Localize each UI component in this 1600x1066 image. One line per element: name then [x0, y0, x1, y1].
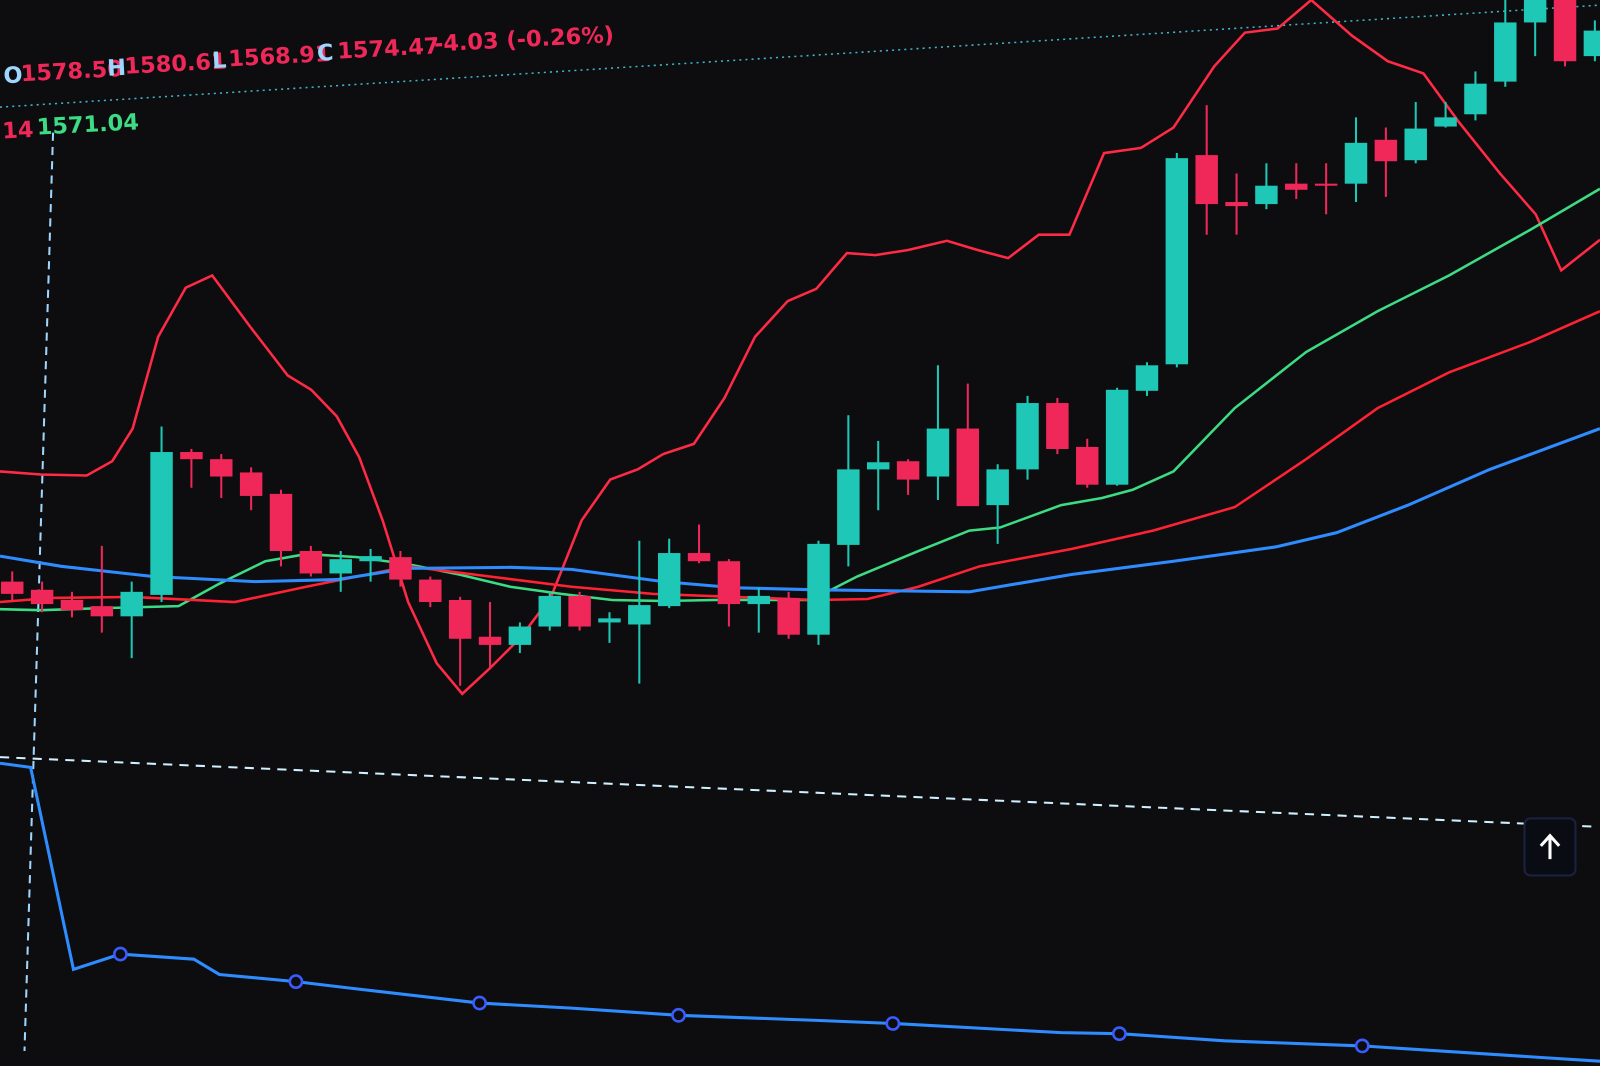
candle-body — [628, 605, 651, 625]
candle-body — [269, 493, 293, 552]
candle-body — [1225, 202, 1248, 207]
candle-body — [180, 452, 203, 460]
candle-body — [1523, 0, 1547, 23]
candle-body — [747, 595, 770, 605]
candle-body — [1314, 183, 1338, 186]
open-value: 1578.50 — [20, 56, 123, 87]
candles — [1, 0, 1600, 686]
candle-body — [1, 581, 24, 594]
candle-body — [777, 597, 800, 635]
upper-band — [0, 0, 1600, 696]
indicator-point — [885, 1016, 901, 1031]
candle-body — [1195, 155, 1218, 205]
candle-body — [1344, 142, 1368, 184]
candle-body — [299, 551, 323, 574]
candle-body — [210, 459, 233, 477]
candle-body — [1494, 22, 1517, 82]
candle-body — [1105, 389, 1129, 485]
candle-body — [30, 589, 54, 605]
indicator-point — [1111, 1026, 1127, 1042]
crosshair-price: 1571.04 — [36, 109, 139, 140]
candle-body — [389, 557, 412, 580]
candle-body — [359, 556, 382, 562]
close-value: 1574.47 — [337, 33, 440, 64]
candle-body — [1135, 365, 1159, 391]
candle-body — [1583, 30, 1600, 57]
open-label: O — [3, 62, 23, 89]
high-value: 1580.61 — [124, 48, 227, 79]
candle-body — [1553, 0, 1577, 62]
candle-body — [538, 595, 561, 627]
indicator-point — [472, 995, 487, 1011]
period-value: 14 — [2, 117, 35, 145]
candle-body — [657, 553, 681, 607]
candle-body — [568, 595, 591, 627]
candle-body — [807, 543, 830, 635]
candle-body — [1016, 403, 1039, 470]
candle-body — [419, 579, 442, 603]
candle-body — [150, 452, 173, 595]
candle-body — [1046, 403, 1069, 449]
indicator-point — [288, 974, 304, 990]
candle-body — [837, 469, 860, 545]
candle-body — [60, 599, 84, 611]
candle-body — [717, 561, 741, 605]
candle-body — [1434, 117, 1457, 127]
moving-average-mid — [0, 310, 1600, 604]
candle-body — [508, 626, 532, 645]
low-value: 1568.91 — [228, 41, 331, 72]
candle-body — [926, 428, 950, 477]
low-label: L — [211, 47, 227, 74]
candle-body — [478, 636, 502, 645]
candle-body — [687, 553, 711, 562]
candle-body — [896, 461, 920, 480]
candle-body — [598, 618, 621, 623]
panel-divider — [0, 756, 1592, 828]
candle-body — [1255, 185, 1278, 205]
arrow-up-icon — [1539, 833, 1561, 860]
candle-body — [1464, 83, 1487, 115]
candle-body — [866, 462, 890, 470]
candle-body — [986, 469, 1009, 506]
candle-body — [956, 428, 980, 507]
candle-body — [329, 559, 352, 574]
high-label: H — [107, 55, 127, 82]
indicator-point — [113, 946, 128, 962]
candle-body — [120, 591, 143, 617]
price-crosshair — [0, 4, 1600, 108]
candle-body — [90, 606, 114, 617]
candle-body — [448, 599, 472, 639]
candle-body — [1404, 128, 1427, 161]
candle-body — [1076, 446, 1099, 485]
ohlc-header: O 1578.50 H 1580.61 L 1568.91 C 1574.47 … — [2, 22, 615, 145]
candle-body — [1285, 183, 1308, 190]
candle-body — [1374, 139, 1398, 162]
candle-body — [239, 472, 263, 496]
close-label: C — [316, 40, 334, 67]
candle-body — [1165, 158, 1189, 365]
indicator-point — [671, 1007, 686, 1023]
indicator-points — [113, 946, 1370, 1054]
scroll-to-latest-button[interactable] — [1523, 817, 1577, 877]
indicator-point — [1354, 1038, 1370, 1054]
